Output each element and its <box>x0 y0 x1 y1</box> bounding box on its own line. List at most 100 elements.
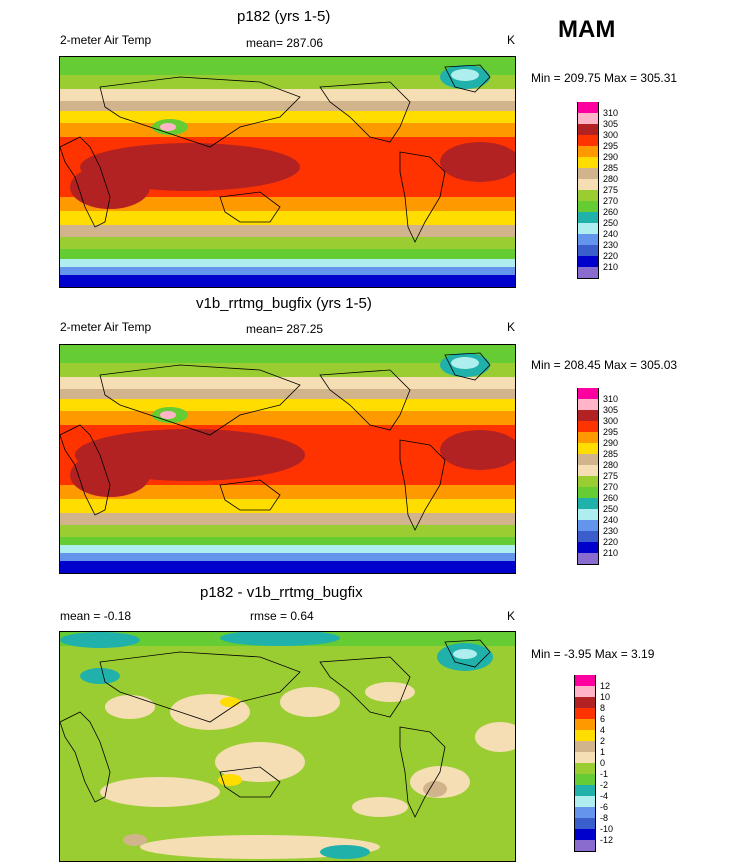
colorbar-label: 270 <box>603 196 619 206</box>
colorbar-swatch <box>577 399 599 410</box>
panel1-map <box>59 56 516 288</box>
colorbar-label: 300 <box>603 130 619 140</box>
panel1-field-label: 2-meter Air Temp <box>60 33 152 47</box>
colorbar-swatch <box>577 223 599 234</box>
colorbar-swatch <box>577 487 599 498</box>
colorbar-swatch <box>574 840 596 852</box>
colorbar-label: 230 <box>603 526 619 536</box>
colorbar-label: 295 <box>603 141 619 151</box>
colorbar-label: 210 <box>603 548 619 558</box>
colorbar-swatch <box>577 454 599 465</box>
colorbar-label: 250 <box>603 504 619 514</box>
panel2-colorbar: 310 305 300 295 290 285 280 275 270 260 … <box>577 388 657 568</box>
colorbar-swatch <box>577 553 599 565</box>
colorbar-swatch <box>577 509 599 520</box>
colorbar-swatch <box>577 531 599 542</box>
panel2-field-label: 2-meter Air Temp <box>60 320 152 334</box>
colorbar-swatch <box>574 675 596 686</box>
colorbar-label: 220 <box>603 537 619 547</box>
colorbar-label: 305 <box>603 119 619 129</box>
colorbar-swatch <box>577 179 599 190</box>
colorbar-swatch <box>577 256 599 267</box>
colorbar-label: 10 <box>600 692 611 702</box>
colorbar-swatch <box>574 708 596 719</box>
colorbar-label: 6 <box>600 714 606 724</box>
panel2-mean: mean= 287.25 <box>246 322 324 336</box>
colorbar-label: 285 <box>603 163 619 173</box>
panel2-units: K <box>507 320 516 334</box>
colorbar-label: 1 <box>600 747 606 757</box>
colorbar-swatch <box>577 410 599 421</box>
colorbar-label: 220 <box>603 251 619 261</box>
panel2-minmax: Min = 208.45 Max = 305.03 <box>531 358 678 372</box>
colorbar-swatch <box>574 807 596 818</box>
colorbar-swatch <box>577 124 599 135</box>
colorbar-label: 300 <box>603 416 619 426</box>
colorbar-label: -8 <box>600 813 609 823</box>
colorbar-label: -1 <box>600 769 609 779</box>
panel1-units: K <box>507 33 516 47</box>
colorbar-swatch <box>574 785 596 796</box>
colorbar-swatch <box>577 146 599 157</box>
colorbar-swatch <box>577 421 599 432</box>
colorbar-label: 0 <box>600 758 606 768</box>
panel2-map <box>59 344 516 574</box>
colorbar-swatch <box>577 267 599 279</box>
panel3-title: p182 - v1b_rrtmg_bugfix <box>200 584 363 601</box>
colorbar-label: 280 <box>603 174 619 184</box>
colorbar-swatch <box>574 730 596 741</box>
colorbar-label: 280 <box>603 460 619 470</box>
panel3-rmse: rmse = 0.64 <box>250 609 314 623</box>
colorbar-label: 260 <box>603 493 619 503</box>
colorbar-label: 295 <box>603 427 619 437</box>
panel1-minmax: Min = 209.75 Max = 305.31 <box>531 71 678 85</box>
panel3-colorbar: 12 10 8 6 4 2 1 0 -1 -2 -4 -6 -8 -10 -12 <box>574 675 654 855</box>
panel1-mean: mean= 287.06 <box>246 36 324 50</box>
colorbar-swatch <box>577 542 599 553</box>
colorbar-swatch <box>574 818 596 829</box>
colorbar-label: 310 <box>603 394 619 404</box>
colorbar-swatch <box>577 443 599 454</box>
colorbar-swatch <box>577 432 599 443</box>
colorbar-swatch <box>577 102 599 113</box>
colorbar-label: -12 <box>600 835 614 845</box>
colorbar-label: 210 <box>603 262 619 272</box>
colorbar-label: 240 <box>603 229 619 239</box>
colorbar-swatch <box>577 476 599 487</box>
colorbar-swatch <box>577 388 599 399</box>
panel3-mean: mean = -0.18 <box>60 609 132 623</box>
colorbar-label: 4 <box>600 725 606 735</box>
colorbar-label: 305 <box>603 405 619 415</box>
colorbar-swatch <box>574 741 596 752</box>
colorbar-swatch <box>577 190 599 201</box>
colorbar-label: -2 <box>600 780 609 790</box>
colorbar-label: 270 <box>603 482 619 492</box>
colorbar-swatch <box>574 752 596 763</box>
colorbar-label: 250 <box>603 218 619 228</box>
colorbar-label: -10 <box>600 824 614 834</box>
panel3-map <box>59 631 516 862</box>
colorbar-label: 2 <box>600 736 606 746</box>
colorbar-label: 12 <box>600 681 611 691</box>
colorbar-label: 240 <box>603 515 619 525</box>
panel3-minmax: Min = -3.95 Max = 3.19 <box>531 647 655 661</box>
colorbar-label: 290 <box>603 152 619 162</box>
panel2-title: v1b_rrtmg_bugfix (yrs 1-5) <box>196 295 372 312</box>
colorbar-swatch <box>577 465 599 476</box>
colorbar-swatch <box>574 796 596 807</box>
colorbar-swatch <box>577 113 599 124</box>
colorbar-swatch <box>577 157 599 168</box>
colorbar-label: -4 <box>600 791 609 801</box>
colorbar-swatch <box>574 774 596 785</box>
colorbar-label: 275 <box>603 471 619 481</box>
panel1-title: p182 (yrs 1-5) <box>237 8 331 25</box>
colorbar-swatch <box>574 719 596 730</box>
colorbar-swatch <box>577 498 599 509</box>
season-label: MAM <box>558 16 616 43</box>
colorbar-swatch <box>577 212 599 223</box>
colorbar-label: 275 <box>603 185 619 195</box>
colorbar-label: 285 <box>603 449 619 459</box>
colorbar-swatch <box>577 201 599 212</box>
colorbar-swatch <box>574 697 596 708</box>
colorbar-swatch <box>574 686 596 697</box>
